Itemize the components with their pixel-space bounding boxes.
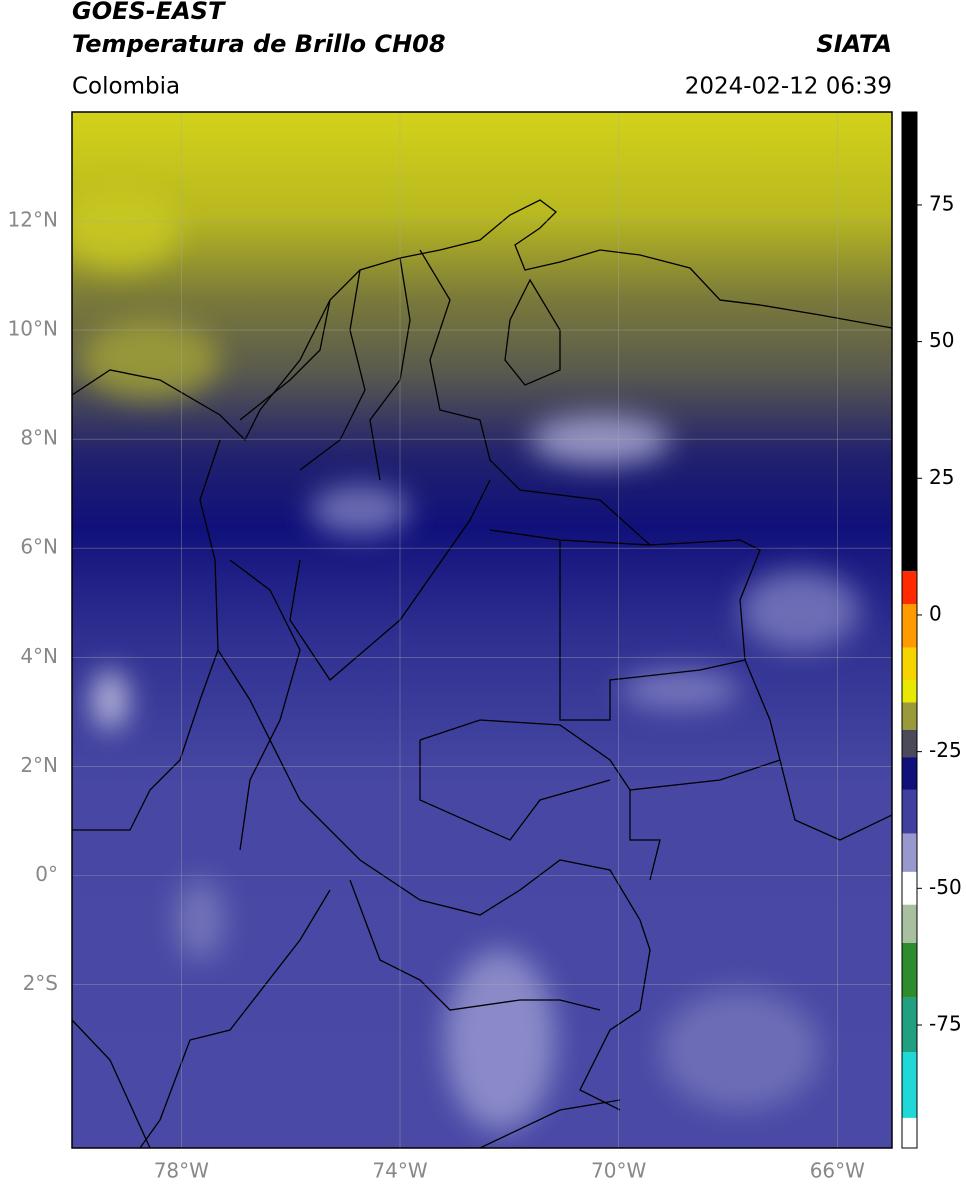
colorbar-tick-label: -75	[929, 1011, 962, 1035]
colorbar-tick-label: -50	[929, 875, 962, 899]
lon-label: 78°W	[154, 1159, 209, 1183]
lat-label: 2°S	[23, 971, 58, 995]
colorbar-tick-label: 50	[929, 328, 954, 352]
lon-label: 66°W	[810, 1159, 865, 1183]
colorbar-segment	[902, 997, 917, 1053]
colorbar-segment	[902, 871, 917, 905]
lat-label: 10°N	[8, 317, 58, 341]
colorbar-segment	[902, 571, 917, 605]
colorbar-segment	[902, 942, 917, 998]
lat-label: 0°	[35, 862, 58, 886]
colorbar-segment	[902, 789, 917, 834]
colorbar-segment	[902, 112, 917, 572]
colorbar-segment	[902, 1052, 917, 1118]
lat-label: 6°N	[20, 535, 58, 559]
title: GOES-EAST	[72, 0, 226, 25]
subtitle: Temperatura de Brillo CH08	[72, 30, 446, 58]
colorbar-tick-label: 25	[929, 465, 954, 489]
lat-label: 8°N	[20, 426, 58, 450]
imagery	[72, 112, 892, 1148]
colorbar-frame	[901, 111, 918, 1149]
map-frame	[71, 111, 893, 1149]
colorbar-segment	[902, 833, 917, 872]
colorbar-tick-label: -25	[929, 738, 962, 762]
lon-label: 74°W	[372, 1159, 427, 1183]
colorbar-segment	[902, 604, 917, 648]
colorbar-segment	[902, 1117, 917, 1148]
colorbar-segment	[902, 757, 917, 790]
colorbar-segment	[902, 647, 917, 681]
lat-label: 12°N	[8, 208, 58, 232]
source: SIATA	[816, 30, 892, 58]
colorbar-segment	[902, 680, 917, 703]
colorbar-tick-label: 75	[929, 191, 954, 215]
lat-label: 2°N	[20, 753, 58, 777]
colorbar-segment	[902, 729, 917, 758]
colorbar-segment	[902, 904, 917, 943]
region: Colombia	[72, 74, 180, 100]
lon-label: 70°W	[591, 1159, 646, 1183]
datetime: 2024-02-12 06:39	[685, 74, 892, 100]
lat-label: 4°N	[20, 644, 58, 668]
colorbar-segment	[902, 702, 917, 730]
colorbar-tick-label: 0	[929, 601, 942, 625]
